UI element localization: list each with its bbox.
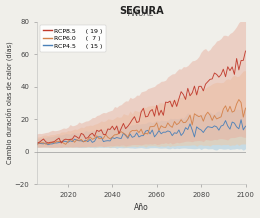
Text: ANUAL: ANUAL <box>128 9 154 18</box>
Legend: RCP8.5     ( 19 ), RCP6.0     (  7 ), RCP4.5     ( 15 ): RCP8.5 ( 19 ), RCP6.0 ( 7 ), RCP4.5 ( 15… <box>40 25 106 52</box>
X-axis label: Año: Año <box>134 203 148 213</box>
Title: SEGURA: SEGURA <box>119 5 164 15</box>
Y-axis label: Cambio duración olas de calor (días): Cambio duración olas de calor (días) <box>5 42 13 164</box>
